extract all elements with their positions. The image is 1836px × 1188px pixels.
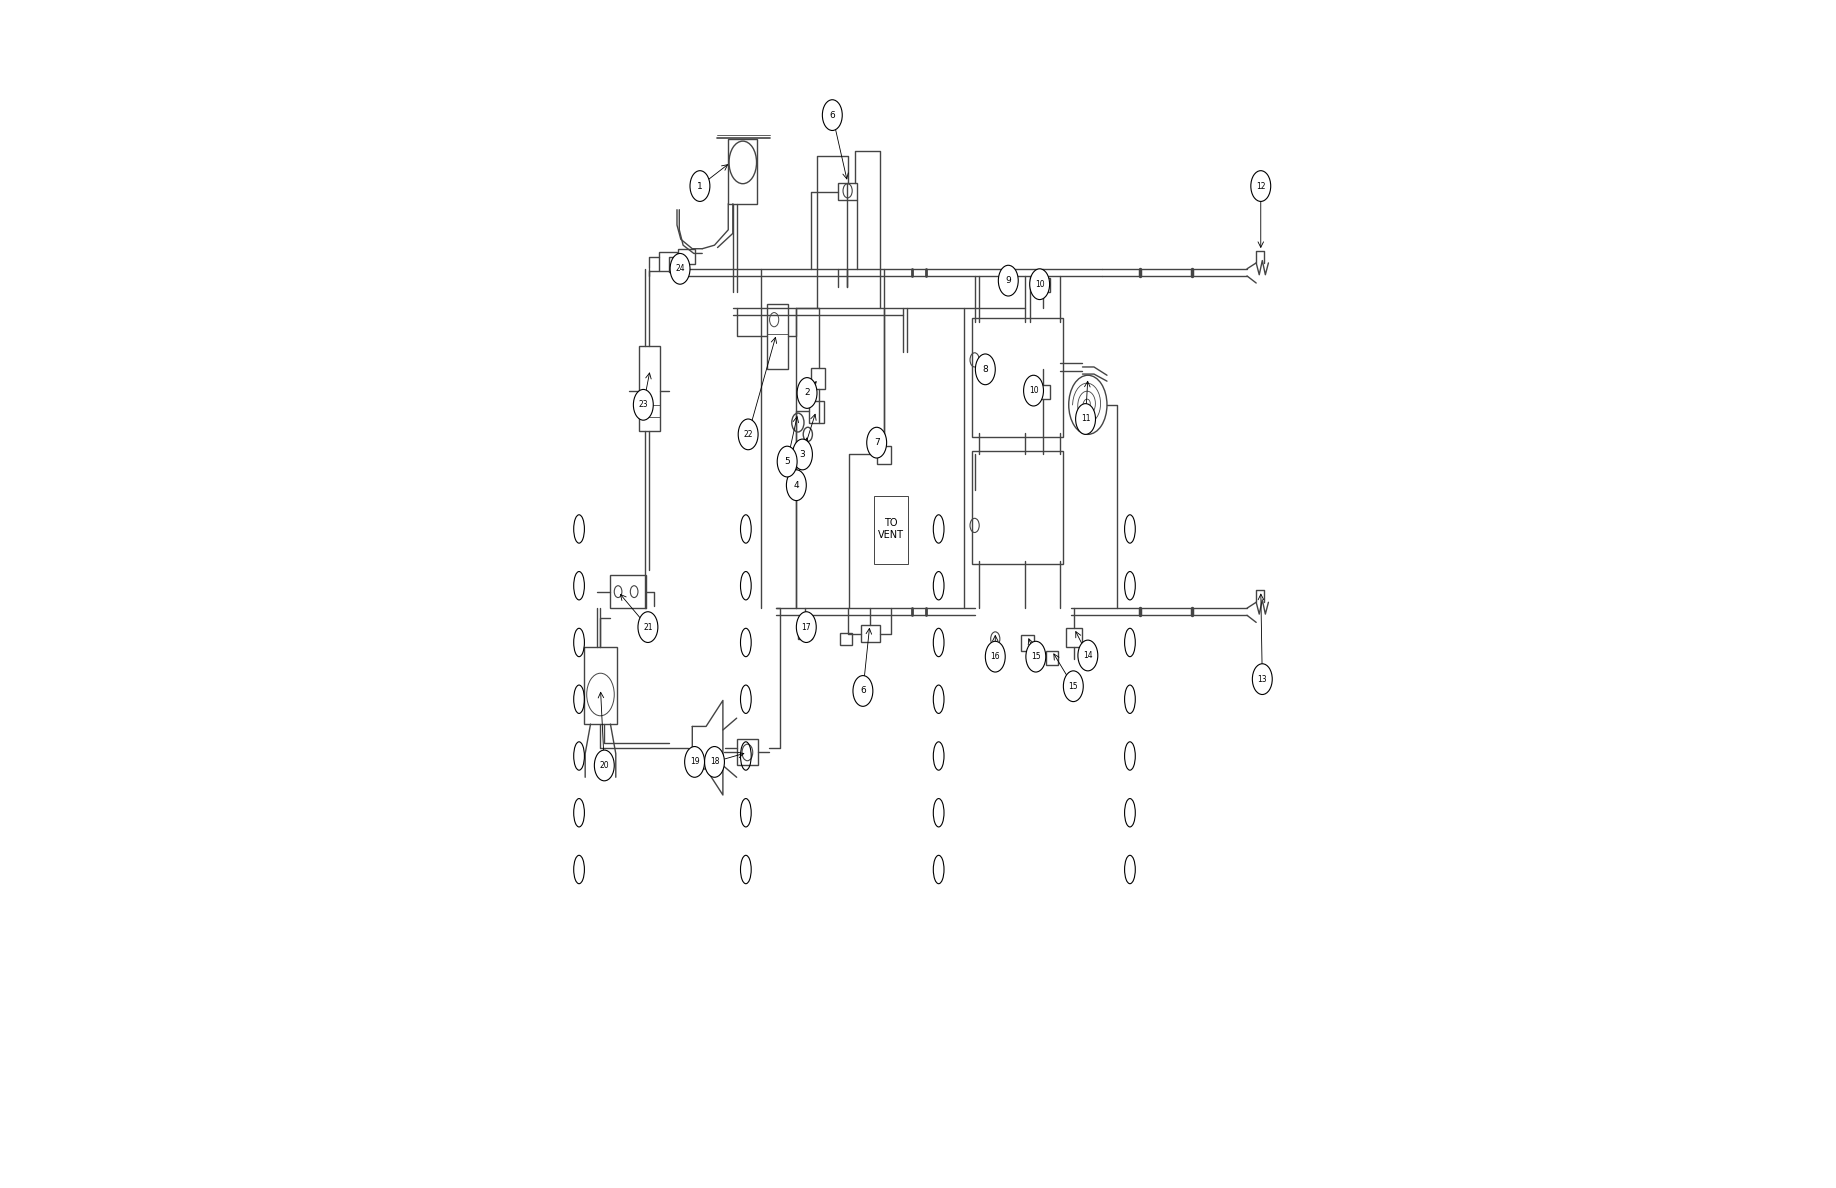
Text: 12: 12 [1256,182,1265,190]
Circle shape [793,440,812,469]
Circle shape [1024,375,1043,406]
Circle shape [738,419,758,450]
Circle shape [786,469,806,500]
Text: 17: 17 [802,623,812,632]
Text: 20: 20 [600,762,610,770]
Text: 11: 11 [1081,415,1091,423]
Circle shape [595,750,615,781]
Circle shape [777,447,797,476]
Text: 5: 5 [784,457,789,466]
Circle shape [975,354,995,385]
Text: 18: 18 [711,758,720,766]
Circle shape [854,676,872,707]
Text: 4: 4 [793,481,799,489]
Circle shape [867,428,887,459]
Text: 6: 6 [830,110,835,120]
Circle shape [1076,404,1096,435]
Text: 14: 14 [1083,651,1092,661]
Text: 21: 21 [643,623,652,632]
Text: 7: 7 [874,438,879,447]
Circle shape [690,171,711,202]
Text: 15: 15 [1069,682,1078,690]
Text: 13: 13 [1258,675,1267,683]
Text: 8: 8 [982,365,988,374]
Circle shape [797,378,817,409]
Text: 2: 2 [804,388,810,398]
Text: 10: 10 [1036,279,1045,289]
Circle shape [705,746,725,777]
Circle shape [1063,671,1083,702]
Text: 15: 15 [1032,652,1041,662]
Text: 1: 1 [698,182,703,190]
Circle shape [1252,664,1272,695]
Text: 16: 16 [990,652,1001,662]
Circle shape [685,746,705,777]
Text: 9: 9 [1006,276,1012,285]
Text: 10: 10 [1028,386,1039,396]
Text: 24: 24 [676,264,685,273]
Circle shape [1078,640,1098,671]
Circle shape [797,612,817,643]
Text: 23: 23 [639,400,648,410]
Text: TO
VENT: TO VENT [878,518,903,539]
Text: 6: 6 [859,687,867,695]
Text: 3: 3 [800,450,806,459]
Circle shape [823,100,843,131]
Circle shape [633,390,654,421]
Circle shape [986,642,1006,672]
Circle shape [637,612,657,643]
Circle shape [999,265,1019,296]
Circle shape [670,253,690,284]
Circle shape [1026,642,1047,672]
Circle shape [1030,268,1050,299]
Circle shape [1250,171,1271,202]
Text: 19: 19 [690,758,700,766]
Text: 22: 22 [744,430,753,438]
